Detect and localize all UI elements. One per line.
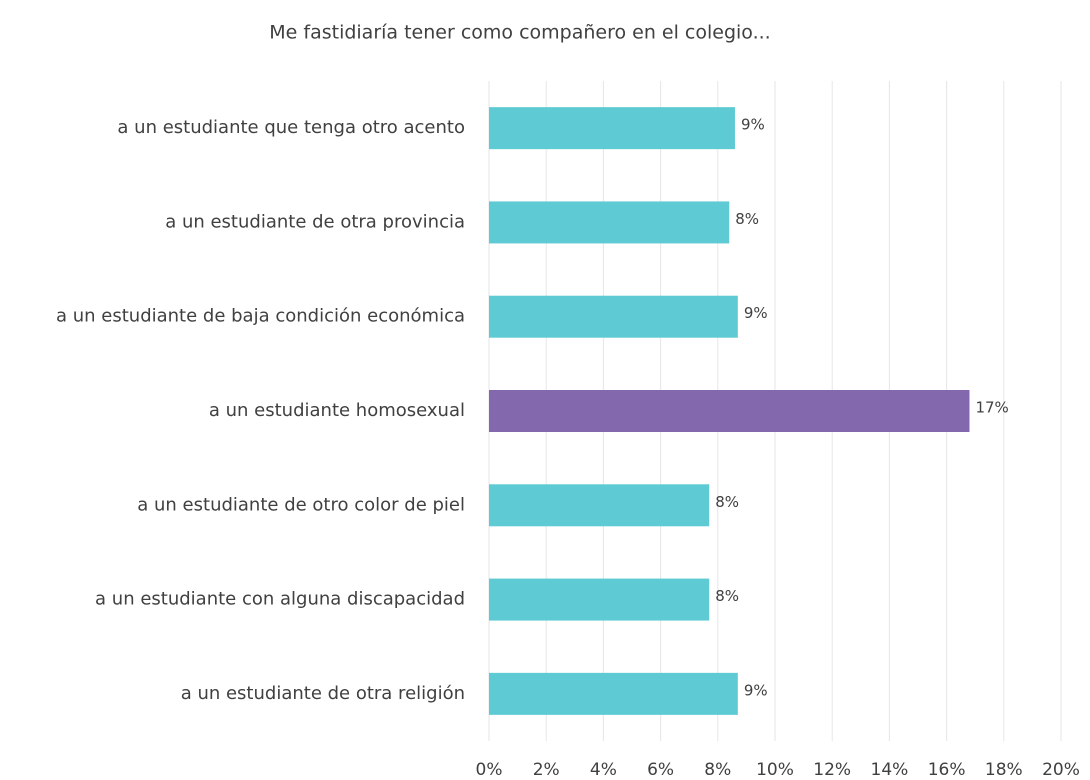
x-tick-label: 2%: [533, 760, 560, 780]
y-tick-label: a un estudiante de otra provincia: [165, 211, 465, 232]
data-label: 8%: [715, 587, 739, 605]
y-tick-label: a un estudiante homosexual: [209, 400, 465, 421]
bar: [489, 484, 710, 527]
x-tick-label: 16%: [928, 760, 966, 780]
x-tick-label: 4%: [590, 760, 617, 780]
y-tick-label: a un estudiante que tenga otro acento: [117, 117, 465, 138]
y-tick-label: a un estudiante de baja condición económ…: [56, 306, 465, 327]
bar: [489, 201, 730, 244]
x-tick-label: 14%: [871, 760, 909, 780]
x-tick-label: 0%: [476, 760, 503, 780]
bar: [489, 672, 738, 715]
data-label: 9%: [741, 116, 765, 134]
bar: [489, 107, 735, 150]
x-tick-label: 20%: [1042, 760, 1080, 780]
x-tick-label: 6%: [647, 760, 674, 780]
bar: [489, 578, 710, 621]
y-tick-label: a un estudiante de otra religión: [181, 683, 465, 704]
data-label: 8%: [715, 493, 739, 511]
bar: [489, 390, 970, 432]
chart-title: Me fastidiaría tener como compañero en e…: [269, 22, 770, 44]
x-tick-label: 12%: [813, 760, 851, 780]
y-tick-label: a un estudiante de otro color de piel: [137, 494, 465, 515]
data-label: 17%: [975, 399, 1008, 417]
data-label: 8%: [735, 210, 759, 228]
y-tick-label: a un estudiante con alguna discapacidad: [95, 589, 465, 610]
x-tick-label: 8%: [704, 760, 731, 780]
data-label: 9%: [744, 681, 768, 699]
bar: [489, 295, 738, 338]
x-tick-label: 18%: [985, 760, 1023, 780]
data-label: 9%: [744, 304, 768, 322]
x-tick-label: 10%: [756, 760, 794, 780]
